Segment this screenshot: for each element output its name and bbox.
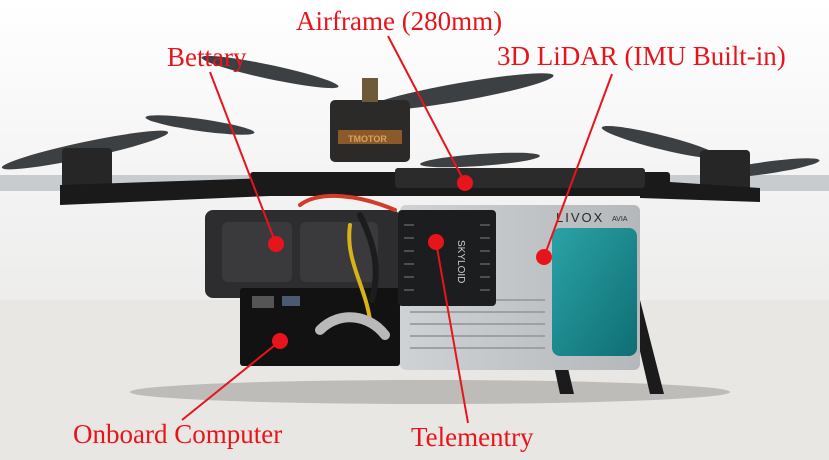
drone-shadow (130, 380, 730, 404)
annotation-lines (181, 35, 613, 424)
label-telemetry: Telementry (411, 422, 534, 452)
battery-pack (205, 210, 400, 298)
telemetry-brand: SKYLOID (455, 240, 466, 283)
label-airframe: Airframe (280mm) (296, 6, 503, 36)
airframe-pointer-line (387, 35, 466, 184)
telemetry-dot (428, 234, 444, 250)
wiring (298, 194, 397, 340)
lidar-model: AVIA (612, 216, 628, 223)
carbon-plate (395, 168, 645, 188)
airframe-dot (457, 175, 473, 191)
lidar-brand: LIVOX (556, 210, 604, 225)
lidar-pointer-line (543, 73, 613, 258)
label-lidar: 3D LiDAR (IMU Built-in) (497, 41, 786, 71)
label-battery: Bettary (167, 42, 247, 72)
battery-pointer-line (209, 71, 277, 245)
motors (62, 78, 750, 200)
motor-brand: TMOTOR (348, 134, 387, 144)
telemetry-module (398, 210, 496, 306)
computer-pointer-line (181, 340, 281, 421)
computer-dot (272, 333, 288, 349)
telemetry-pointer-line (435, 241, 469, 424)
battery-dot (268, 236, 284, 252)
label-onboard-computer: Onboard Computer (73, 419, 283, 449)
annotation-dots (268, 175, 552, 349)
lidar-dot (536, 249, 552, 265)
